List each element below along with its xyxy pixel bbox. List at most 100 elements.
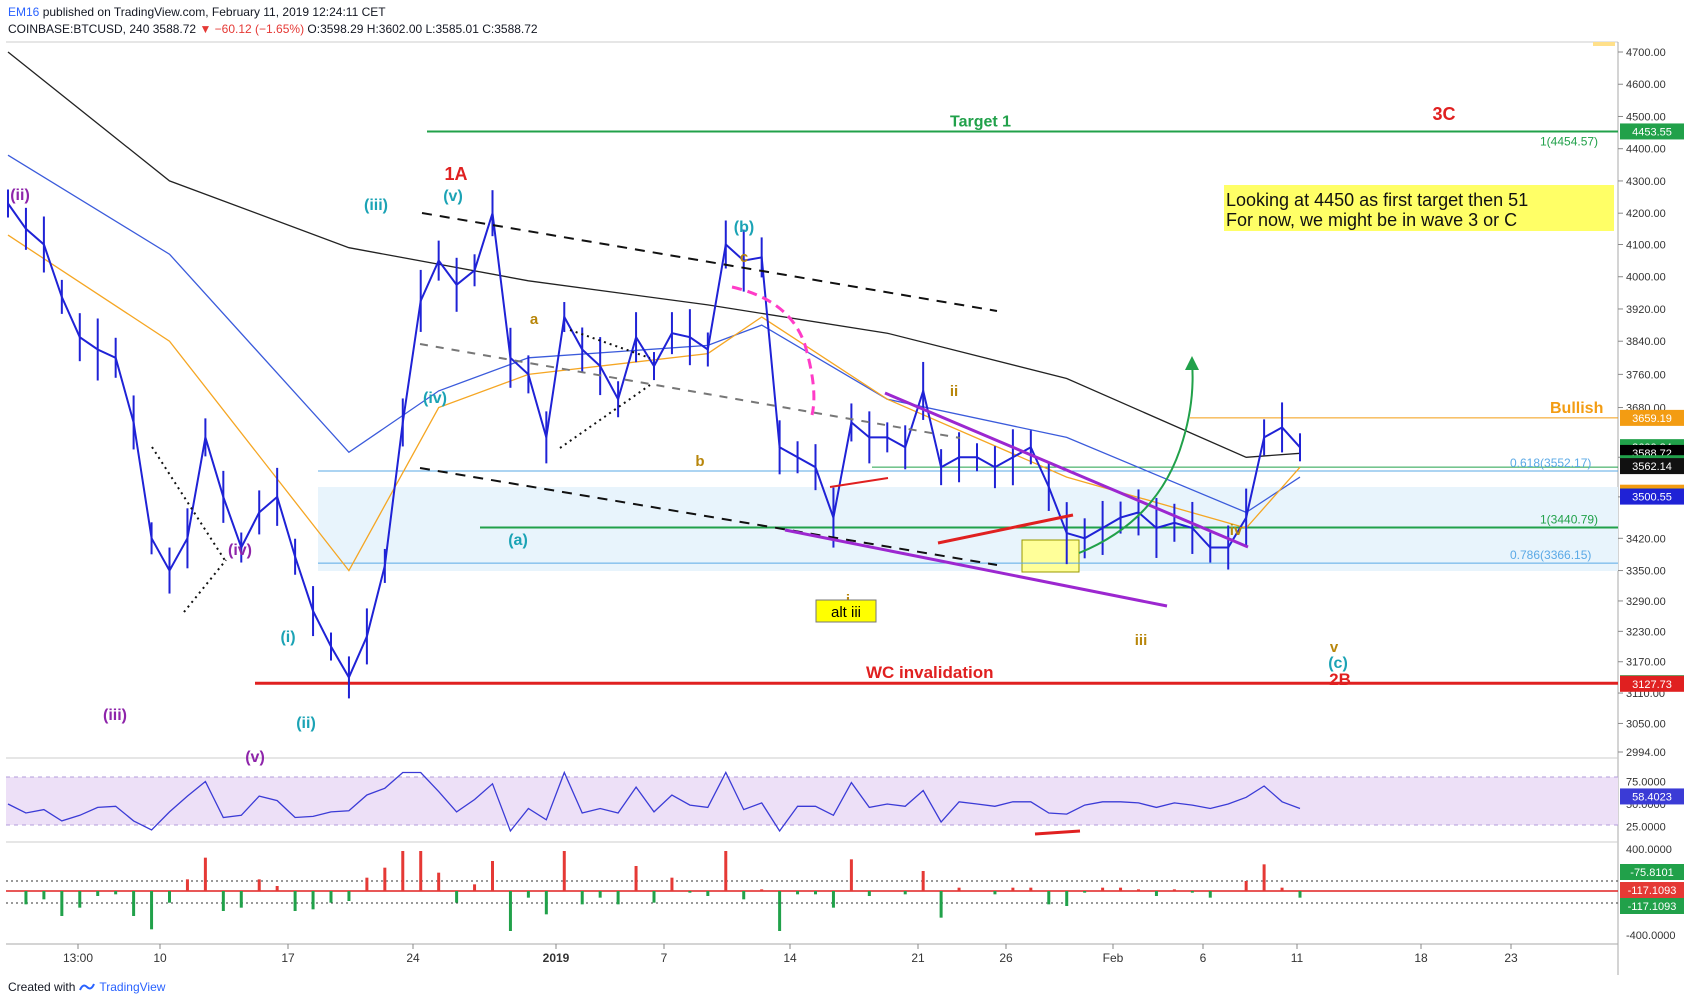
time-axis: 13:00 10 17 24 2019 7 14 21 26 Feb 6 11 18 23 — [63, 944, 1518, 965]
wave-label: iv — [1230, 522, 1243, 539]
wave-label: a — [530, 311, 539, 328]
price-tags: 4453.553659.193600.343588.7235:503562.14… — [1620, 123, 1684, 692]
created-with-text: Created with — [8, 980, 76, 994]
price-tag-text: 3127.73 — [1632, 679, 1672, 691]
x-tick-label: 24 — [406, 951, 420, 965]
wave-label: (v) — [245, 749, 265, 766]
x-tick-label: 18 — [1414, 951, 1428, 965]
y-tick-label: 4200.00 — [1626, 208, 1666, 220]
wave-label: v — [1330, 639, 1339, 656]
y-tick-label: 3290.00 — [1626, 596, 1666, 608]
price-axis: 2994.003050.003110.003170.003230.003290.… — [1618, 47, 1666, 759]
annotation-line-1: Looking at 4450 as first target then 51 — [1226, 190, 1528, 210]
osc-tag — [1620, 898, 1684, 914]
midline — [419, 343, 961, 439]
x-tick-label: 23 — [1504, 951, 1518, 965]
osc-tag-text: -117.1093 — [1628, 885, 1677, 897]
price-tag — [1620, 409, 1684, 426]
top-tag-stub — [1593, 42, 1615, 46]
y-tick-label: 3170.00 — [1626, 657, 1666, 669]
price-change: ▼ −60.12 (−1.65%) — [199, 22, 305, 36]
price-tag — [1620, 488, 1684, 505]
last-price: 3588.72 — [152, 22, 197, 36]
y-tick-label: 4600.00 — [1626, 79, 1666, 91]
wave-label: 1A — [444, 164, 467, 184]
x-tick-label: 6 — [1200, 951, 1207, 965]
rsi-divergence-line — [1034, 829, 1081, 836]
wave-label: (a) — [508, 532, 528, 549]
y-tick-label: 4000.00 — [1626, 272, 1666, 284]
wave-label: b — [695, 453, 704, 470]
footer: Created with TradingView — [8, 980, 165, 994]
horizontal-levels — [255, 130, 1618, 685]
y-tick-label: 4100.00 — [1626, 240, 1666, 252]
wave-label: (ii) — [10, 187, 30, 204]
tradingview-brand[interactable]: TradingView — [99, 980, 166, 994]
oscillator-pane: 400.0000 -400.0000 -75.8101 -117.1093 -117.1… — [24, 844, 1684, 942]
wave-label: (ii) — [296, 715, 316, 732]
rsi-tick-label: 75.0000 — [1626, 777, 1666, 789]
wave-label: (c) — [1328, 655, 1348, 672]
level-label: Bullish — [1550, 400, 1603, 417]
y-tick-label: 3840.00 — [1626, 336, 1666, 348]
wave-label: 3C — [1432, 104, 1455, 124]
level-label: Target 1 — [950, 113, 1011, 130]
wave-label: (iii) — [364, 197, 388, 214]
dotted-wedge-a — [569, 329, 651, 359]
y-tick-label: 3420.00 — [1626, 533, 1666, 545]
publish-info: EM16 published on TradingView.com, Febru… — [8, 5, 386, 19]
dotted-wedge-b — [559, 384, 651, 449]
x-tick-label: 14 — [783, 951, 797, 965]
red-short-line — [829, 477, 889, 488]
x-tick-label: 2019 — [543, 951, 570, 965]
rsi-tick-label: 25.0000 — [1626, 822, 1666, 834]
osc-tag — [1620, 882, 1684, 898]
osc-tag-text: -75.8101 — [1630, 867, 1673, 879]
y-tick-label: 4500.00 — [1626, 111, 1666, 123]
author-name[interactable]: EM16 — [8, 5, 40, 19]
y-tick-label: 2994.00 — [1626, 747, 1666, 759]
wedge-bottom — [784, 528, 1168, 608]
x-tick-label: 7 — [661, 951, 668, 965]
channel-top-line — [421, 212, 998, 312]
channel-bottom-line — [419, 467, 998, 566]
osc-tag — [1620, 864, 1684, 880]
annotation-box — [1224, 185, 1614, 231]
wave-label: (iv) — [423, 390, 447, 407]
wave-label: c — [740, 249, 748, 266]
y-tick-label: 3350.00 — [1626, 566, 1666, 578]
projection-curve — [731, 285, 816, 416]
tradingview-logo-icon — [79, 983, 96, 991]
price-tag — [1620, 123, 1684, 140]
x-tick-label: 17 — [281, 951, 295, 965]
y-tick-label: 3920.00 — [1626, 304, 1666, 316]
wave-label: 2B — [1329, 670, 1351, 689]
x-tick-label: 11 — [1291, 951, 1304, 965]
ma-line-1 — [7, 51, 1301, 458]
wave-label: (b) — [734, 219, 754, 236]
symbol-label: COINBASE:BTCUSD, 240 — [8, 22, 150, 36]
bullish-arrow-path — [1078, 361, 1194, 554]
rsi-tag — [1620, 788, 1684, 805]
wave-label: ii — [950, 383, 958, 400]
wave-label: (iii) — [103, 707, 127, 724]
wave-label: (v) — [443, 188, 463, 205]
y-tick-label: 4300.00 — [1626, 176, 1666, 188]
rsi-band — [6, 777, 1618, 825]
osc-tick-label: -400.0000 — [1626, 930, 1676, 942]
level-label: 0.618(3552.17) — [1510, 456, 1591, 470]
price-tag-text: 3659.19 — [1632, 413, 1672, 425]
wave-label: alt iii — [831, 604, 861, 621]
x-tick-label: 10 — [153, 951, 167, 965]
level-label: 1(3440.79) — [1540, 513, 1598, 527]
dotted-triangle-a — [151, 446, 227, 563]
wave-label: iii — [1135, 632, 1148, 649]
x-tick-label: 13:00 — [63, 951, 93, 965]
y-tick-label: 4700.00 — [1626, 47, 1666, 59]
wedge-top — [884, 391, 1249, 549]
x-tick-label: 21 — [911, 951, 925, 965]
price-tag — [1620, 675, 1684, 692]
osc-tag-text: -117.1093 — [1628, 901, 1677, 913]
y-tick-label: 3760.00 — [1626, 369, 1666, 381]
